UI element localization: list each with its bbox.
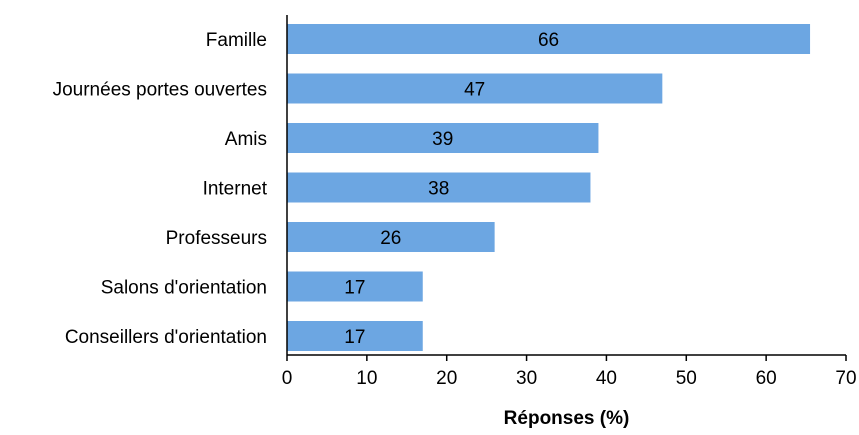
x-tick-label: 50 bbox=[676, 368, 697, 389]
category-label: Internet bbox=[203, 179, 268, 200]
bar bbox=[287, 172, 591, 203]
category-label: Professeurs bbox=[166, 228, 267, 249]
bar-data-label: 38 bbox=[428, 179, 449, 200]
x-ticks-layer: 0 10 20 30 40 50 60 70 bbox=[282, 355, 857, 389]
bar bbox=[287, 321, 423, 351]
bar-data-label: 47 bbox=[464, 80, 485, 101]
x-tick-label: 30 bbox=[516, 368, 537, 389]
x-tick-label: 60 bbox=[756, 368, 777, 389]
category-label: Salons d'orientation bbox=[101, 278, 267, 299]
category-label: Journées portes ouvertes bbox=[53, 80, 267, 101]
data-labels-layer: 66 47 39 38 26 17 17 bbox=[344, 30, 559, 348]
category-label: Conseillers d'orientation bbox=[65, 327, 267, 348]
category-labels-layer: Famille Journées portes ouvertes Amis Inter… bbox=[53, 30, 268, 348]
bar bbox=[287, 222, 495, 252]
bar bbox=[287, 123, 599, 153]
bar-data-label: 66 bbox=[538, 30, 559, 51]
bar bbox=[287, 73, 663, 104]
bar-data-label: 17 bbox=[344, 278, 365, 299]
category-label: Famille bbox=[206, 30, 267, 51]
bar bbox=[287, 271, 423, 302]
bar-data-label: 39 bbox=[432, 129, 453, 150]
bar-data-label: 26 bbox=[380, 228, 401, 249]
x-tick-label: 10 bbox=[356, 368, 377, 389]
category-label: Amis bbox=[225, 129, 267, 150]
x-tick-label: 70 bbox=[835, 368, 856, 389]
bar-data-label: 17 bbox=[344, 327, 365, 348]
x-axis-title: Réponses (%) bbox=[504, 408, 630, 429]
x-tick-label: 0 bbox=[282, 368, 293, 389]
bar bbox=[287, 24, 811, 54]
bars-layer bbox=[287, 24, 811, 351]
x-tick-label: 20 bbox=[436, 368, 457, 389]
x-tick-label: 40 bbox=[596, 368, 617, 389]
